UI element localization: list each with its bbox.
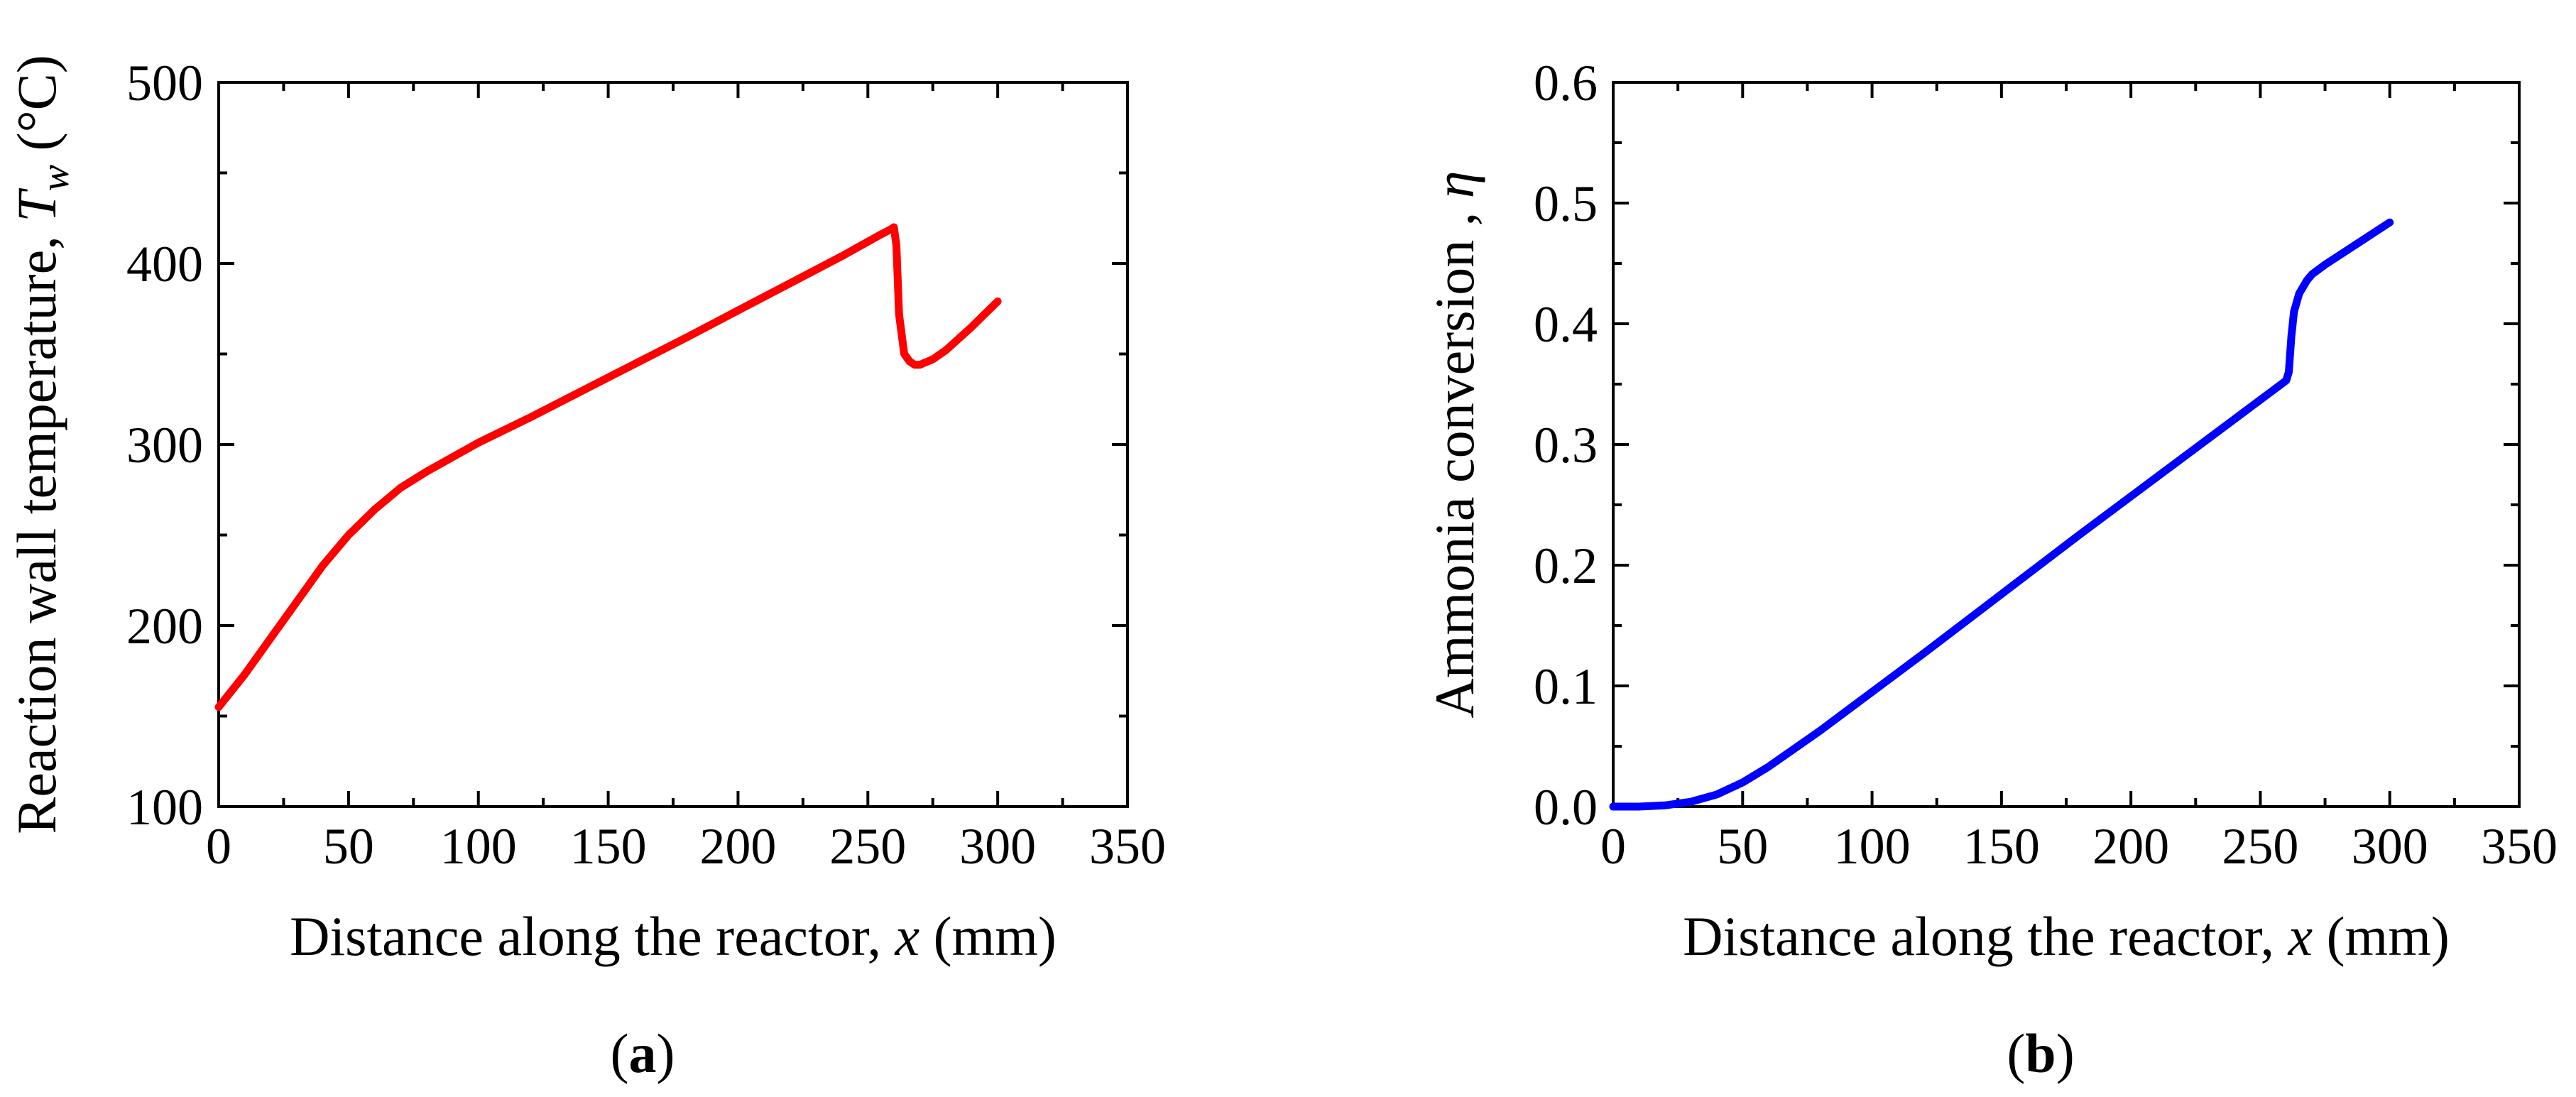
x-tick-label: 200: [699, 818, 776, 875]
caption-a: (a): [611, 1022, 675, 1084]
y-axis-label-text: Reaction wall temperature,: [6, 222, 67, 834]
x-axis-label-unit: (mm): [2313, 905, 2450, 967]
y-tick-label: 0.6: [1534, 55, 1598, 111]
x-tick-label: 150: [1963, 818, 2040, 875]
x-tick-label: 250: [2222, 818, 2298, 875]
panel-a: 0 50 100 150 200 250 300 350 100 200 300 400 500 Dist…: [6, 55, 1166, 967]
y-tick-label: 100: [126, 779, 203, 836]
x-tick-label: 0: [1600, 818, 1626, 875]
y-axis-label-unit: (°C): [6, 55, 67, 165]
panel-b: 0 50 100 150 200 250 300 350 0.0 0.1 0.2 0.3 0.4 0.5 0…: [1424, 55, 2558, 967]
x-tick-label: 200: [2092, 818, 2169, 875]
x-axis-label-var: x: [894, 905, 919, 967]
y-tick-label: 0.3: [1534, 417, 1598, 474]
y-tick-label: 200: [126, 598, 203, 655]
y-tick-label: 0.1: [1534, 658, 1598, 715]
y-axis-label-var: T: [6, 188, 67, 222]
y-tick-label: 0.0: [1534, 779, 1598, 836]
series-line-tw: [214, 223, 1002, 711]
x-axis-label: Distance along the reactor, x (mm): [1683, 905, 2450, 967]
x-tick-label: 100: [1834, 818, 1911, 875]
x-tick-label: 350: [1089, 818, 1166, 875]
x-tick-label: 300: [959, 818, 1036, 875]
x-tick-label: 50: [1717, 818, 1768, 875]
y-axis-label: Ammonia conversion , η: [1424, 171, 1485, 719]
x-axis-label-var: x: [2287, 905, 2313, 967]
x-tick-label: 100: [440, 818, 517, 875]
y-axis-label-var: η: [1424, 171, 1485, 199]
y-tick-label: 0.2: [1534, 537, 1598, 594]
y-tick-label: 500: [126, 55, 203, 111]
plot-frame: [217, 81, 1129, 808]
x-tick-label: 50: [323, 818, 374, 875]
y-tick-label: 300: [126, 417, 203, 474]
x-tick-label: 0: [206, 818, 231, 875]
y-tick-label: 400: [126, 236, 203, 293]
x-axis-label: Distance along the reactor, x (mm): [290, 905, 1057, 967]
x-axis-label-text: Distance along the reactor,: [290, 905, 895, 967]
y-tick-label: 0.5: [1534, 175, 1598, 232]
y-tick-label: 0.4: [1534, 296, 1598, 353]
x-tick-label: 150: [570, 818, 647, 875]
y-axis-label-subscript: w: [33, 165, 77, 191]
x-axis-label-unit: (mm): [919, 905, 1057, 967]
x-axis-label-text: Distance along the reactor,: [1683, 905, 2288, 967]
y-axis-label-text: Ammonia conversion ,: [1424, 198, 1485, 718]
series-line-eta: [1609, 218, 2394, 811]
x-tick-label: 250: [829, 818, 906, 875]
x-tick-label: 300: [2352, 818, 2428, 875]
y-axis-label: Reaction wall temperature, Tw (°C): [6, 55, 77, 834]
plot-frame: [1612, 81, 2521, 808]
caption-b: (b): [2007, 1022, 2074, 1084]
x-tick-label: 350: [2481, 818, 2558, 875]
